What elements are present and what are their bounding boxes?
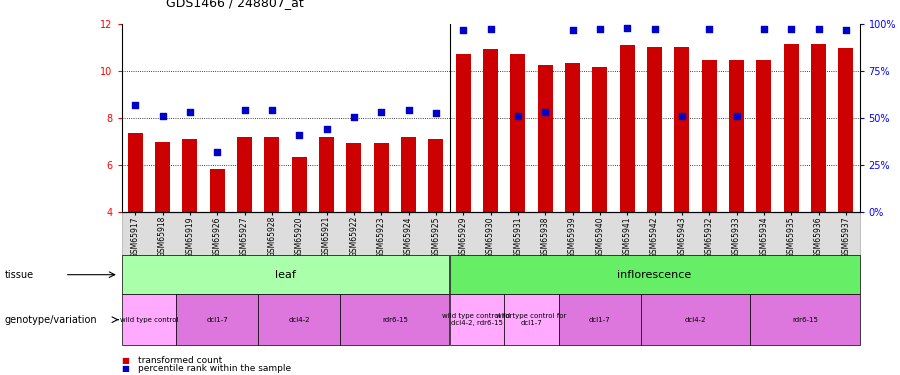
Text: dcl1-7: dcl1-7: [589, 316, 611, 322]
Bar: [510, 54, 526, 212]
Text: dcl4-2: dcl4-2: [288, 316, 310, 322]
Point: [565, 27, 580, 33]
Text: wild type control for
dcl1-7: wild type control for dcl1-7: [496, 313, 567, 326]
Bar: [729, 60, 744, 212]
Bar: [265, 137, 279, 212]
Bar: [155, 142, 170, 212]
Bar: [292, 157, 307, 212]
Text: genotype/variation: genotype/variation: [4, 315, 97, 325]
Bar: [565, 63, 580, 212]
Point: [428, 110, 443, 116]
Bar: [401, 137, 416, 212]
Point: [647, 26, 662, 32]
Text: rdr6-15: rdr6-15: [792, 316, 818, 322]
Point: [156, 113, 170, 119]
Point: [675, 113, 689, 119]
Point: [510, 113, 525, 119]
Bar: [756, 60, 771, 212]
Point: [620, 25, 634, 31]
Text: GDS1466 / 248807_at: GDS1466 / 248807_at: [166, 0, 304, 9]
Point: [839, 27, 853, 33]
Text: ■: ■: [122, 356, 130, 365]
Point: [702, 26, 716, 32]
Bar: [592, 67, 608, 212]
Text: inflorescence: inflorescence: [617, 270, 691, 280]
Point: [401, 107, 416, 113]
Bar: [128, 134, 143, 212]
Point: [374, 109, 389, 115]
Point: [128, 102, 142, 108]
Text: transformed count: transformed count: [138, 356, 222, 365]
Bar: [319, 137, 334, 212]
Bar: [620, 45, 634, 212]
Bar: [647, 46, 662, 212]
Text: dcl4-2: dcl4-2: [685, 316, 706, 322]
Bar: [483, 49, 498, 212]
Text: wild type control: wild type control: [120, 316, 178, 322]
Point: [320, 126, 334, 132]
Point: [784, 26, 798, 32]
Point: [238, 107, 252, 113]
Bar: [183, 139, 197, 212]
Bar: [702, 60, 716, 212]
Point: [811, 26, 825, 32]
Bar: [237, 137, 252, 212]
Bar: [784, 44, 798, 212]
Bar: [537, 65, 553, 212]
Text: dcl1-7: dcl1-7: [206, 316, 228, 322]
Point: [729, 113, 743, 119]
Bar: [210, 168, 225, 212]
Point: [210, 149, 224, 155]
Point: [592, 26, 607, 32]
Point: [183, 109, 197, 115]
Text: tissue: tissue: [4, 270, 33, 280]
Point: [757, 26, 771, 32]
Text: ■: ■: [122, 364, 130, 373]
Point: [483, 26, 498, 32]
Point: [456, 27, 471, 33]
Bar: [811, 44, 826, 212]
Bar: [455, 54, 471, 212]
Point: [292, 132, 306, 138]
Bar: [346, 143, 362, 212]
Bar: [428, 139, 444, 212]
Point: [538, 109, 553, 115]
Point: [346, 114, 361, 120]
Bar: [838, 48, 853, 212]
Text: percentile rank within the sample: percentile rank within the sample: [138, 364, 291, 373]
Bar: [674, 46, 689, 212]
Text: rdr6-15: rdr6-15: [382, 316, 408, 322]
Bar: [374, 143, 389, 212]
Text: wild type control for
dcl4-2, rdr6-15: wild type control for dcl4-2, rdr6-15: [442, 313, 512, 326]
Text: leaf: leaf: [275, 270, 296, 280]
Point: [265, 107, 279, 113]
